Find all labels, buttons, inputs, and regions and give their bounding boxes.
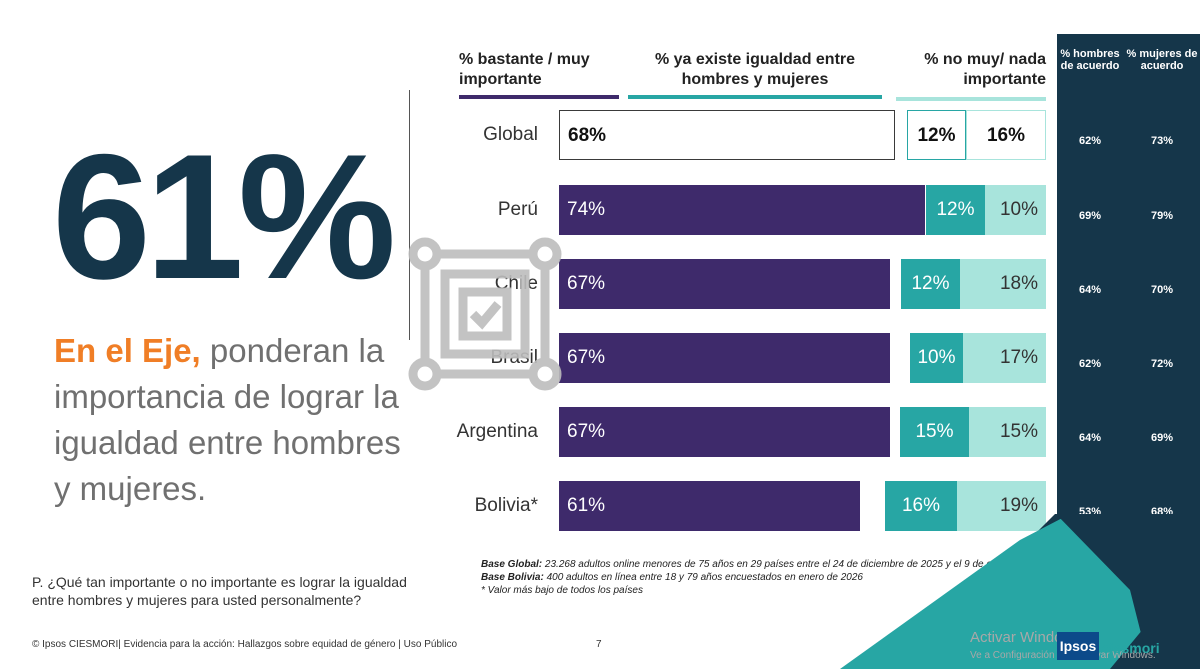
note-bolivia-text: 400 adultos en línea entre 18 y 79 años … (543, 572, 863, 583)
note-bolivia: Base Bolivia: 400 adultos en línea entre… (481, 571, 1071, 584)
big-percent: 61% (52, 117, 396, 316)
men-agree-value: 62% (1078, 358, 1102, 370)
note-footnote: * Valor más bajo de todos los países (481, 585, 643, 596)
header-not-important: % no muy/ nada importante (924, 51, 1046, 88)
header-important: % bastante / muy importante (459, 51, 590, 88)
vertical-divider (409, 90, 410, 340)
header-equality-underline (628, 95, 882, 99)
agreement-panel (1057, 34, 1200, 534)
bar-not-important: 17% (963, 333, 1046, 383)
header-not-important-underline (896, 97, 1046, 101)
header-men-agree: % hombres de acuerdo (1060, 48, 1120, 72)
bar-important: 67% (559, 333, 890, 383)
bar-equality: 10% (910, 333, 963, 383)
note-global-label: Base Global: (481, 559, 543, 570)
men-agree-value: 64% (1078, 432, 1102, 444)
bar-not-important: 10% (985, 185, 1046, 235)
men-agree-value: 64% (1078, 284, 1102, 296)
activate-windows-title: Activar Windows (970, 629, 1081, 646)
footer-text: © Ipsos CIESMORI| Evidencia para la acci… (32, 639, 458, 650)
ciesmori-logo: ciesmori (1102, 640, 1160, 656)
note-global: Base Global: 23.268 adultos online menor… (481, 558, 1071, 571)
survey-question: P. ¿Qué tan importante o no importante e… (32, 574, 407, 608)
bar-not-important: 19% (957, 481, 1046, 531)
row-label: Bolivia* (474, 495, 538, 516)
bar-equality: 12% (901, 259, 960, 309)
decor-navy-strip (1056, 514, 1200, 669)
base-notes: Base Global: 23.268 adultos online menor… (481, 558, 1071, 597)
row-label: Perú (497, 199, 538, 220)
women-agree-value: 70% (1150, 284, 1174, 296)
hero-accent: En el Eje, (54, 332, 201, 369)
men-agree-value: 69% (1078, 210, 1102, 222)
note-global-text: 23.268 adultos online menores de 75 años… (542, 559, 1051, 570)
row-label: Global (483, 124, 538, 145)
ipsos-logo: Ipsos (1057, 632, 1099, 660)
bar-equality: 15% (900, 407, 969, 457)
hero-text: ponderan la importancia de lograr la igu… (54, 332, 401, 507)
bar-equality: 16% (885, 481, 957, 531)
bar-important: 67% (559, 407, 890, 457)
women-agree-value: 79% (1150, 210, 1174, 222)
bar-not-important: 16% (966, 110, 1046, 160)
bar-not-important: 15% (969, 407, 1046, 457)
bar-important: 68% (559, 110, 895, 160)
women-agree-value: 73% (1150, 135, 1174, 147)
hero-headline: En el Eje, ponderan la importancia de lo… (54, 328, 424, 512)
note-bolivia-label: Base Bolivia: (481, 572, 544, 583)
bar-equality: 12% (926, 185, 985, 235)
women-agree-value: 69% (1150, 432, 1174, 444)
page-number: 7 (596, 639, 602, 650)
decorative-shapes (840, 514, 1200, 669)
bar-equality: 12% (907, 110, 966, 160)
checkbox-watermark-icon (408, 237, 562, 391)
bar-not-important: 18% (960, 259, 1046, 309)
header-equality: % ya existe igualdad entre hombres y muj… (654, 51, 856, 88)
bar-important: 74% (559, 185, 925, 235)
bar-important: 61% (559, 481, 860, 531)
women-agree-value: 72% (1150, 358, 1174, 370)
header-women-agree: % mujeres de acuerdo (1126, 48, 1198, 72)
bar-important: 67% (559, 259, 890, 309)
header-important-underline (459, 95, 619, 99)
men-agree-value: 62% (1078, 135, 1102, 147)
row-label: Argentina (456, 421, 538, 442)
